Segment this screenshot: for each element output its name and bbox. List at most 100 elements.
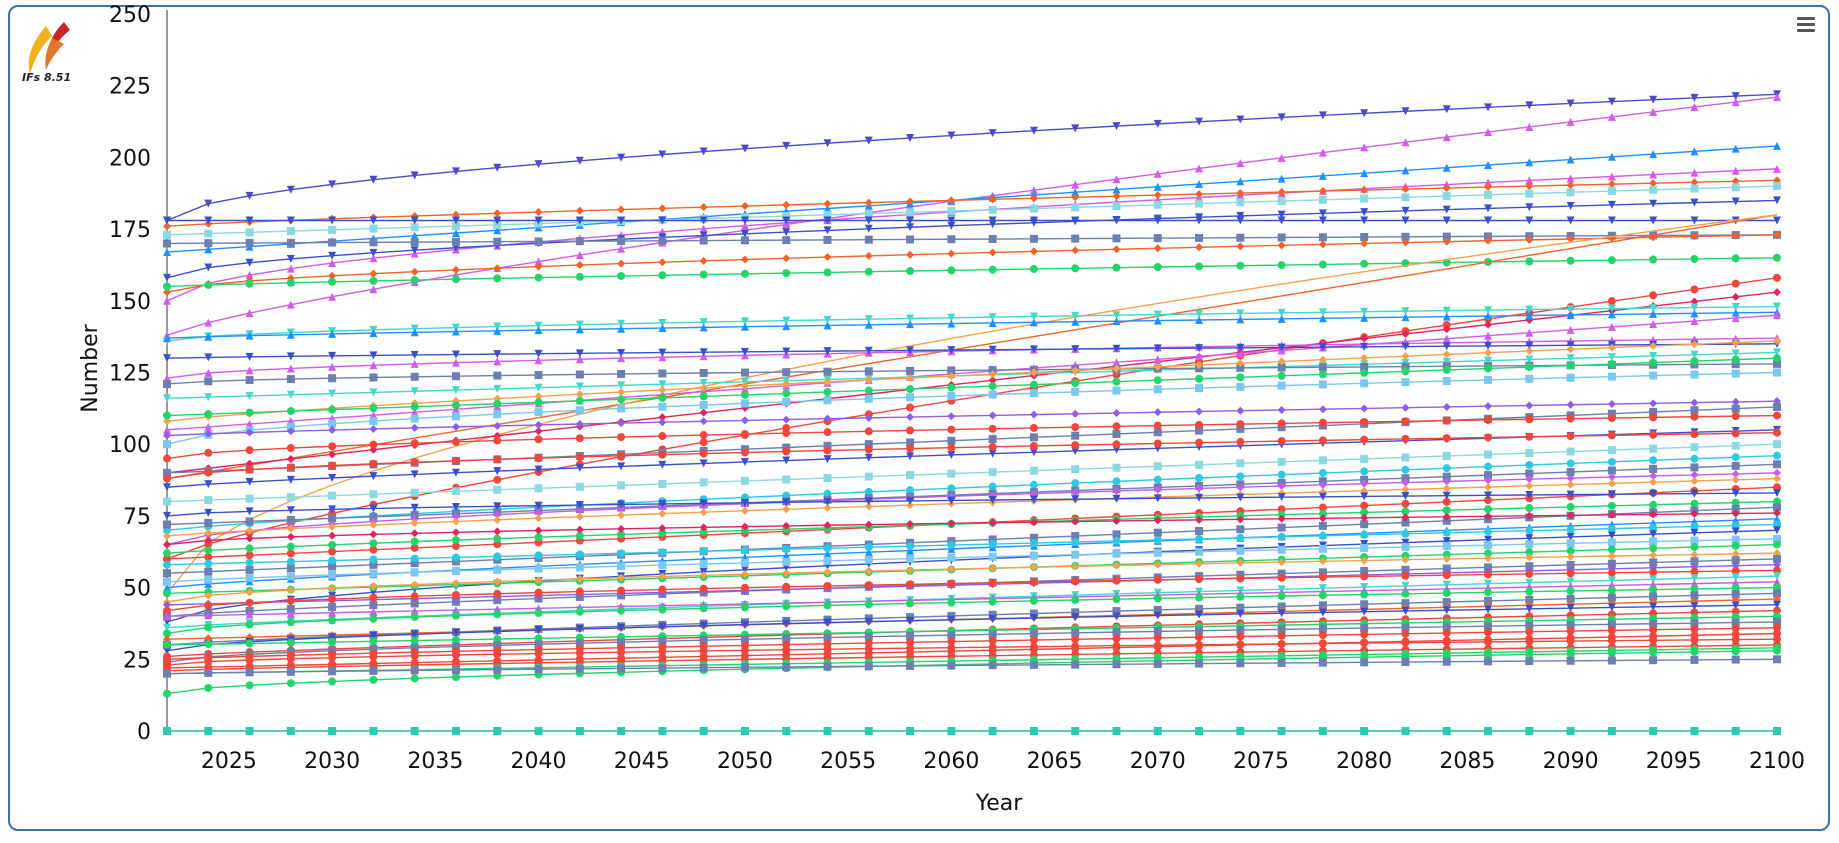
series-line bbox=[166, 305, 1778, 342]
data-point bbox=[369, 254, 378, 263]
data-point bbox=[906, 566, 915, 575]
data-point bbox=[245, 598, 254, 607]
data-point bbox=[1360, 259, 1369, 268]
data-point bbox=[1649, 150, 1658, 159]
data-point bbox=[1277, 514, 1286, 523]
data-point bbox=[286, 727, 295, 735]
data-point bbox=[1029, 448, 1038, 457]
data-point bbox=[1607, 152, 1616, 161]
data-point bbox=[1401, 507, 1410, 516]
data-point bbox=[1442, 342, 1451, 351]
data-point bbox=[1731, 441, 1740, 450]
data-point bbox=[1649, 291, 1658, 300]
data-point bbox=[823, 377, 832, 386]
data-point bbox=[1112, 641, 1121, 650]
data-point bbox=[575, 574, 584, 583]
data-point bbox=[1525, 627, 1534, 636]
data-point bbox=[1649, 510, 1658, 519]
data-point bbox=[1277, 188, 1286, 197]
data-point bbox=[1071, 628, 1080, 637]
y-tick-label: 50 bbox=[123, 577, 151, 602]
data-point bbox=[1566, 552, 1575, 561]
data-point bbox=[658, 348, 667, 357]
series-line bbox=[166, 443, 1778, 503]
data-point bbox=[1690, 509, 1699, 518]
data-point bbox=[823, 414, 832, 423]
data-point bbox=[1029, 368, 1038, 377]
data-point bbox=[617, 272, 626, 281]
data-point bbox=[1607, 626, 1616, 635]
data-point bbox=[163, 655, 171, 664]
data-point bbox=[1484, 535, 1493, 544]
data-point bbox=[658, 450, 667, 459]
data-point bbox=[286, 375, 295, 384]
data-point bbox=[245, 551, 254, 560]
data-point bbox=[1318, 195, 1327, 204]
data-point bbox=[658, 216, 667, 225]
data-point bbox=[617, 348, 626, 357]
data-point bbox=[740, 390, 749, 399]
data-point bbox=[1690, 398, 1699, 407]
data-point bbox=[1773, 629, 1781, 638]
data-point bbox=[658, 236, 667, 245]
data-point bbox=[1525, 637, 1534, 646]
data-point bbox=[1401, 403, 1410, 412]
data-point bbox=[1236, 363, 1245, 372]
data-point bbox=[1607, 360, 1616, 369]
data-point bbox=[1071, 550, 1080, 559]
y-axis-title: Number bbox=[78, 323, 103, 412]
data-point bbox=[534, 665, 543, 674]
data-point bbox=[617, 404, 626, 413]
data-point bbox=[410, 458, 419, 467]
data-point bbox=[947, 615, 956, 624]
data-point bbox=[1153, 560, 1162, 569]
data-point bbox=[699, 547, 708, 556]
data-point bbox=[1153, 376, 1162, 385]
data-point bbox=[1153, 475, 1162, 484]
data-point bbox=[1690, 727, 1699, 735]
data-point bbox=[1566, 400, 1575, 409]
data-point bbox=[1442, 484, 1451, 493]
data-point bbox=[534, 160, 543, 169]
data-point bbox=[1731, 647, 1740, 656]
data-point bbox=[1690, 216, 1699, 225]
data-point bbox=[1318, 727, 1327, 735]
data-point bbox=[1029, 204, 1038, 213]
data-point bbox=[245, 238, 254, 247]
data-point bbox=[1153, 627, 1162, 636]
data-point bbox=[1401, 193, 1410, 202]
data-point bbox=[1484, 331, 1493, 340]
data-point bbox=[1442, 472, 1451, 481]
data-point bbox=[1690, 406, 1699, 415]
data-point bbox=[1731, 338, 1740, 347]
data-point bbox=[1153, 633, 1162, 642]
data-point bbox=[1690, 340, 1699, 349]
data-point bbox=[534, 501, 543, 510]
data-point bbox=[369, 417, 378, 426]
data-point bbox=[699, 392, 708, 401]
data-point bbox=[1401, 107, 1410, 116]
data-point bbox=[1566, 305, 1575, 314]
series-line bbox=[166, 575, 1778, 629]
data-point bbox=[1318, 514, 1327, 523]
data-point bbox=[1484, 563, 1493, 572]
data-point bbox=[369, 727, 378, 735]
data-point bbox=[823, 645, 832, 654]
data-point bbox=[1607, 559, 1616, 568]
series-line bbox=[166, 492, 1778, 517]
data-point bbox=[782, 236, 791, 245]
data-point bbox=[163, 282, 171, 291]
data-point bbox=[1525, 621, 1534, 630]
data-point bbox=[1360, 630, 1369, 639]
data-point bbox=[1649, 179, 1658, 188]
data-point bbox=[369, 216, 378, 225]
hamburger-menu-icon[interactable] bbox=[1795, 14, 1817, 34]
data-point bbox=[286, 679, 295, 688]
series-line bbox=[166, 179, 1778, 227]
data-point bbox=[163, 230, 171, 239]
data-point bbox=[493, 326, 502, 335]
data-point bbox=[699, 499, 708, 508]
data-point bbox=[988, 449, 997, 458]
series-54 bbox=[163, 600, 1781, 655]
data-point bbox=[1566, 432, 1575, 441]
